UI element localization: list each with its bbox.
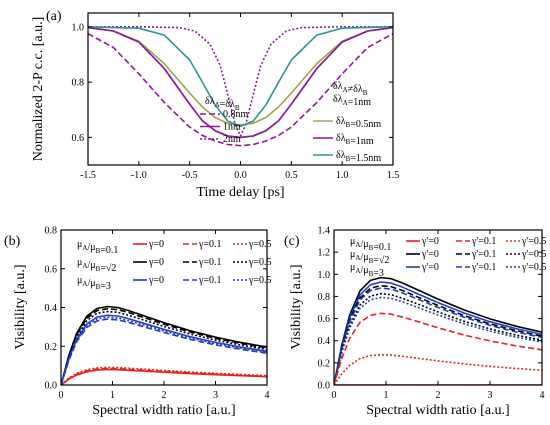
series-line-6 [334, 296, 542, 385]
y-axis-title: Visibility [a.u.] [13, 264, 28, 349]
y-tick-label: 1.2 [318, 248, 331, 259]
x-tick-label: 2 [436, 390, 441, 401]
y-tick-label: 0.8 [45, 226, 58, 237]
x-axis-title: Spectral width ratio [a.u.] [92, 403, 235, 418]
legend-row-label: μA/μB=3 [77, 275, 111, 292]
legend-row-label: μA/μB=0.1 [350, 236, 391, 253]
series-line-7 [334, 312, 542, 385]
x-tick-label: 1.5 [387, 170, 400, 181]
legend-row-label: μA/μB=3 [350, 262, 384, 279]
series-line-1 [88, 32, 393, 147]
legend-label: 2nm [223, 134, 241, 145]
x-axis-title: Spectral width ratio [a.u.] [366, 403, 509, 418]
panel-label: (c) [284, 234, 300, 249]
x-axis-title: Time delay [ps] [196, 185, 284, 200]
legend-entry-label: γ'=0.1 [471, 236, 496, 247]
panel-label: (b) [4, 234, 21, 249]
legend-row-label: μA/μB=√2 [77, 257, 116, 274]
y-tick-label: 1.0 [72, 22, 85, 33]
legend-entry-label: γ=0.1 [198, 275, 222, 286]
legend-entry-label: γ'=0.5 [521, 236, 546, 247]
x-tick-label: 2 [162, 390, 167, 401]
x-tick-label: 4 [265, 390, 270, 401]
legend-entry-label: γ'=0 [421, 262, 439, 273]
series-line-3 [88, 25, 393, 137]
legend-c: μA/μB=0.1 γ'=0 γ'=0.1 γ'=0.5 μA/μB=√2 γ'=0 γ'=… [350, 236, 546, 279]
y-axis-title: Visibility [a.u.] [289, 264, 304, 349]
legend-label: δλB=1nm [336, 133, 374, 147]
legend-entry-label: γ'=0.1 [471, 249, 496, 260]
legend-label: 0.8nm [223, 109, 249, 120]
chart-panel-a: -1.5 -1.0 -0.5 0.0 0.5 1.0 1.5 0.6 0.8 1.0 Time de… [31, 9, 399, 200]
x-tick-label: 0 [332, 390, 337, 401]
x-tick-label: 4 [540, 390, 545, 401]
y-tick-label: 1.0 [318, 270, 331, 281]
x-tick-label: 3 [213, 390, 218, 401]
legend-entry-label: γ=0 [148, 257, 164, 268]
x-tick-label: 3 [488, 390, 493, 401]
legend-entry-label: γ'=0.5 [521, 262, 546, 273]
legend-entry-label: γ=0 [148, 275, 164, 286]
chart-panel-c: 0 1 2 3 4 0.0 0.2 0.4 0.6 0.8 1.0 1.2 1.4 Spectral wi… [284, 226, 545, 419]
legend-entry-label: γ=0.1 [198, 257, 222, 268]
legend-label: δλB=1.5nm [336, 150, 381, 164]
legend-row-label: μA/μB=√2 [350, 249, 389, 266]
y-tick-label: 0.6 [45, 264, 58, 275]
series-line-4 [88, 26, 393, 126]
legend-title-unequal: δλA≠δλB [333, 81, 368, 97]
legend-entry-label: γ'=0 [421, 236, 439, 247]
x-tick-label: 0 [59, 390, 64, 401]
y-tick-label: 0.6 [72, 133, 85, 144]
legend-entry-label: γ=0.5 [248, 275, 272, 286]
series-group [61, 305, 267, 385]
legend-b: μA/μB=0.1 γ=0 γ=0.1 γ=0.5 μA/μB=√2 γ=0 γ=0.1 γ=… [77, 239, 272, 292]
x-tick-label: -1.5 [80, 170, 96, 181]
y-tick-label: 0.2 [318, 358, 331, 369]
legend-entry-label: γ=0.5 [248, 239, 272, 250]
legend-title-equal: δλA=δλB [205, 96, 240, 112]
legend-subtitle: δλA=1nm [333, 94, 371, 108]
y-tick-label: 0.8 [72, 78, 85, 89]
y-axis-title: Normalized 2-P c.c. [a.u.] [31, 17, 46, 161]
y-tick-label: 0.0 [45, 381, 58, 392]
legend-entry-label: γ'=0 [421, 249, 439, 260]
x-tick-label: 1 [110, 390, 115, 401]
legend-entry-label: γ'=0.1 [471, 262, 496, 273]
y-tick-label: 0.8 [318, 292, 331, 303]
panel-label: (a) [46, 9, 62, 24]
plot-frame [60, 229, 268, 386]
series-line-4 [334, 287, 542, 385]
y-tick-label: 0.6 [318, 314, 331, 325]
series-line-8 [334, 353, 542, 385]
series-line-1 [334, 276, 542, 385]
legend-row-label: μA/μB=0.1 [77, 239, 118, 256]
legend-entry-label: γ=0.5 [248, 257, 272, 268]
series-line-5 [88, 26, 393, 139]
series-group [334, 276, 542, 385]
series-line-9 [61, 316, 267, 385]
legend-entry-label: γ'=0.5 [521, 249, 546, 260]
x-tick-label: 1 [384, 390, 389, 401]
y-tick-label: 0.4 [318, 336, 331, 347]
series-line-6 [61, 310, 267, 385]
series-group [88, 25, 393, 147]
y-tick-label: 0.0 [318, 381, 331, 392]
series-line-6 [88, 26, 393, 128]
legend-entry-label: γ=0.1 [198, 239, 222, 250]
y-tick-label: 1.4 [318, 226, 331, 237]
legend-entry-label: γ=0 [148, 239, 164, 250]
legend-label: δλB=0.5nm [336, 116, 381, 130]
x-tick-label: 0.0 [234, 170, 247, 181]
series-line-3 [61, 366, 267, 385]
x-tick-label: 1.0 [336, 170, 349, 181]
y-tick-label: 0.2 [45, 342, 58, 353]
chart-panel-b: 0 1 2 3 4 0.0 0.2 0.4 0.6 0.8 Spectral width ratio… [4, 226, 270, 419]
x-tick-label: -0.5 [182, 170, 198, 181]
legend-label: 1nm [223, 122, 241, 133]
x-tick-label: 0.5 [285, 170, 298, 181]
y-tick-label: 0.4 [45, 303, 58, 314]
x-tick-label: -1.0 [131, 170, 147, 181]
